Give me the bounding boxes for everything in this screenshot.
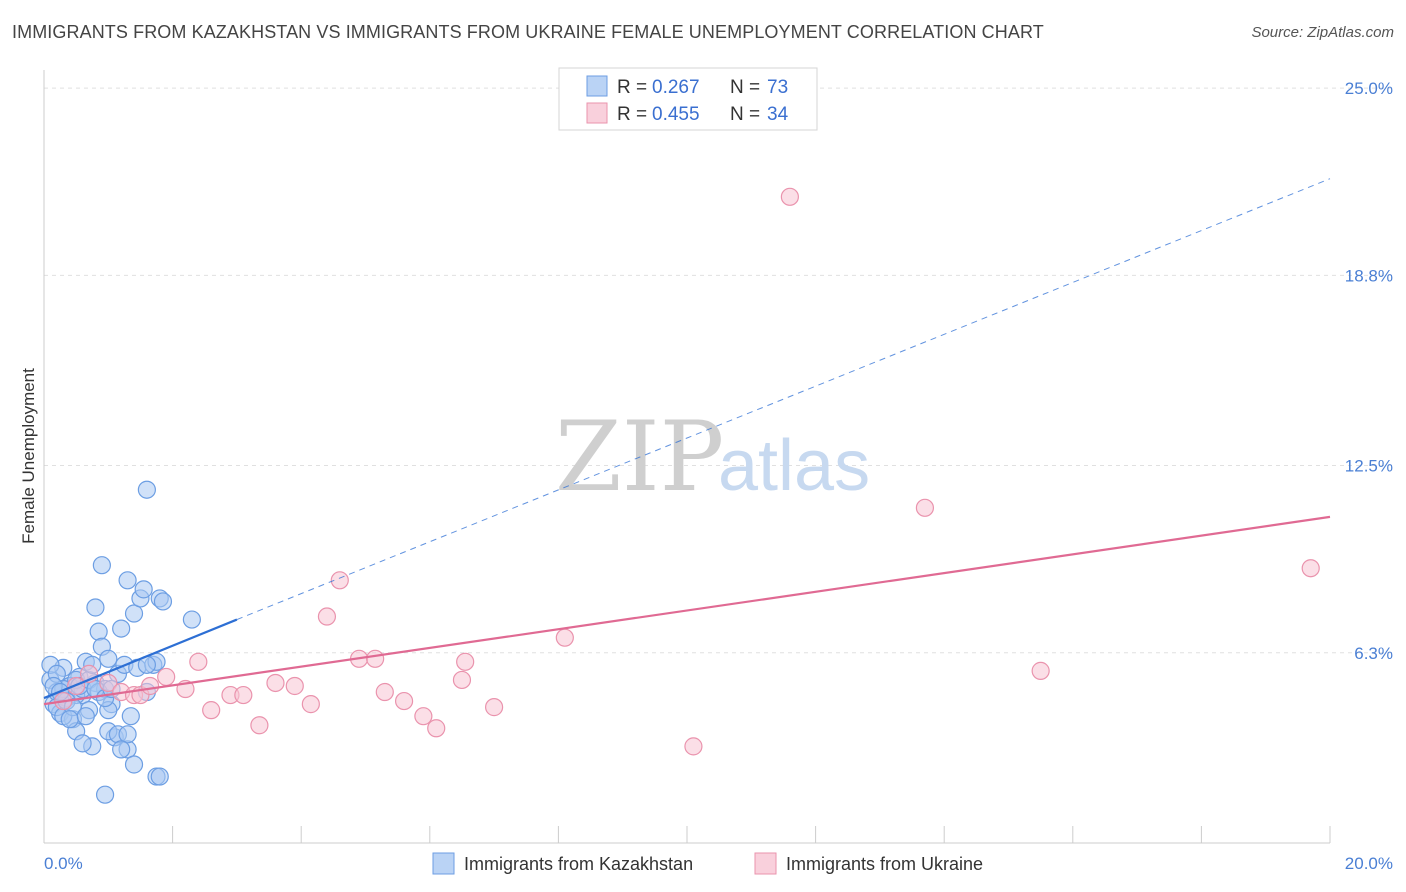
ukraine-trend-line — [43, 515, 1331, 706]
kazakhstan-point — [124, 755, 144, 774]
x-tick-label: 20.0% — [1345, 854, 1393, 873]
y-tick-label: 25.0% — [1345, 79, 1393, 98]
ukraine-point — [427, 719, 446, 738]
kazakhstan-point — [89, 622, 108, 641]
kazakhstan-trend-dashed — [236, 178, 1331, 621]
ukraine-point — [99, 673, 118, 693]
kazakhstan-point — [124, 604, 144, 623]
ukraine-point — [684, 737, 703, 756]
legend-swatch-kazakhstan — [586, 75, 608, 97]
ukraine-point — [202, 701, 221, 720]
ukraine-point — [234, 685, 253, 705]
legend-r-value-kazakhstan: 0.267 — [652, 77, 700, 98]
series-legend: Immigrants from Kazakhstan Immigrants fr… — [432, 852, 983, 875]
y-tick-labels: 6.3% 12.5% 18.8% 25.0% — [1345, 79, 1393, 663]
ukraine-point — [1301, 559, 1320, 578]
ukraine-point — [375, 682, 394, 702]
kazakhstan-point — [150, 767, 169, 786]
ukraine-point — [317, 607, 337, 626]
ukraine-point — [366, 649, 385, 668]
y-tick-label: 6.3% — [1354, 644, 1393, 663]
bottom-legend-swatch-kazakhstan — [432, 852, 455, 875]
legend-r-value-ukraine: 0.455 — [652, 104, 700, 125]
legend-swatch-ukraine — [586, 102, 608, 124]
ukraine-point — [301, 695, 320, 714]
kazakhstan-point — [134, 580, 153, 599]
ukraine-point — [250, 716, 269, 735]
axes — [43, 70, 1331, 844]
ukraine-points — [54, 187, 1320, 756]
watermark-atlas: atlas — [718, 426, 870, 506]
legend-n-label: N = — [730, 104, 760, 125]
bottom-legend-label-kazakhstan: Immigrants from Kazakhstan — [464, 854, 693, 874]
ukraine-point — [452, 670, 472, 690]
ukraine-point — [394, 691, 414, 711]
kazakhstan-point — [112, 619, 131, 638]
kazakhstan-points — [41, 480, 201, 804]
kazakhstan-point — [95, 785, 115, 804]
kazakhstan-point — [153, 592, 173, 611]
bottom-legend-swatch-ukraine — [754, 852, 777, 875]
kazakhstan-point — [86, 598, 105, 617]
x-tick-label: 0.0% — [44, 854, 83, 873]
y-tick-label: 12.5% — [1345, 457, 1393, 476]
ukraine-point — [285, 676, 304, 696]
ukraine-point — [414, 707, 433, 726]
x-tick-labels: 0.0% 20.0% — [44, 854, 1393, 873]
trend-lines — [43, 178, 1331, 706]
kazakhstan-point — [118, 725, 137, 744]
kazakhstan-point — [182, 610, 201, 629]
kazakhstan-point — [112, 740, 131, 759]
ukraine-point — [266, 673, 285, 693]
ukraine-point — [140, 676, 160, 696]
ukraine-point — [456, 652, 475, 671]
stats-legend: R = 0.267 N = 73 R = 0.455 N = 34 — [558, 67, 818, 131]
kazakhstan-trend-line — [43, 618, 238, 700]
legend-n-label: N = — [730, 77, 760, 98]
chart-title: IMMIGRANTS FROM KAZAKHSTAN VS IMMIGRANTS… — [12, 22, 1044, 42]
legend-n-value-ukraine: 34 — [767, 104, 789, 125]
y-axis-label: Female Unemployment — [19, 368, 38, 544]
kazakhstan-point — [137, 480, 156, 499]
legend-n-value-kazakhstan: 73 — [767, 77, 788, 98]
kazakhstan-point — [99, 649, 118, 668]
source-label: Source: ZipAtlas.com — [1251, 24, 1394, 41]
y-tick-label: 18.8% — [1345, 266, 1393, 285]
ukraine-point — [485, 698, 504, 717]
watermark: ZIP atlas — [555, 401, 870, 513]
ukraine-point — [189, 652, 208, 671]
ukraine-point — [157, 667, 176, 687]
ukraine-point — [915, 498, 935, 517]
ukraine-point — [780, 187, 799, 206]
kazakhstan-point — [121, 707, 140, 726]
bottom-legend-label-ukraine: Immigrants from Ukraine — [786, 854, 983, 874]
grid-lines — [44, 87, 1392, 654]
legend-r-label: R = — [617, 104, 647, 125]
kazakhstan-point — [60, 710, 79, 729]
legend-r-label: R = — [617, 77, 647, 98]
ukraine-point — [1031, 661, 1050, 680]
kazakhstan-point — [118, 571, 137, 590]
ukraine-point — [555, 628, 574, 647]
kazakhstan-point — [73, 734, 92, 753]
kazakhstan-point — [76, 707, 95, 726]
kazakhstan-point — [92, 556, 111, 575]
